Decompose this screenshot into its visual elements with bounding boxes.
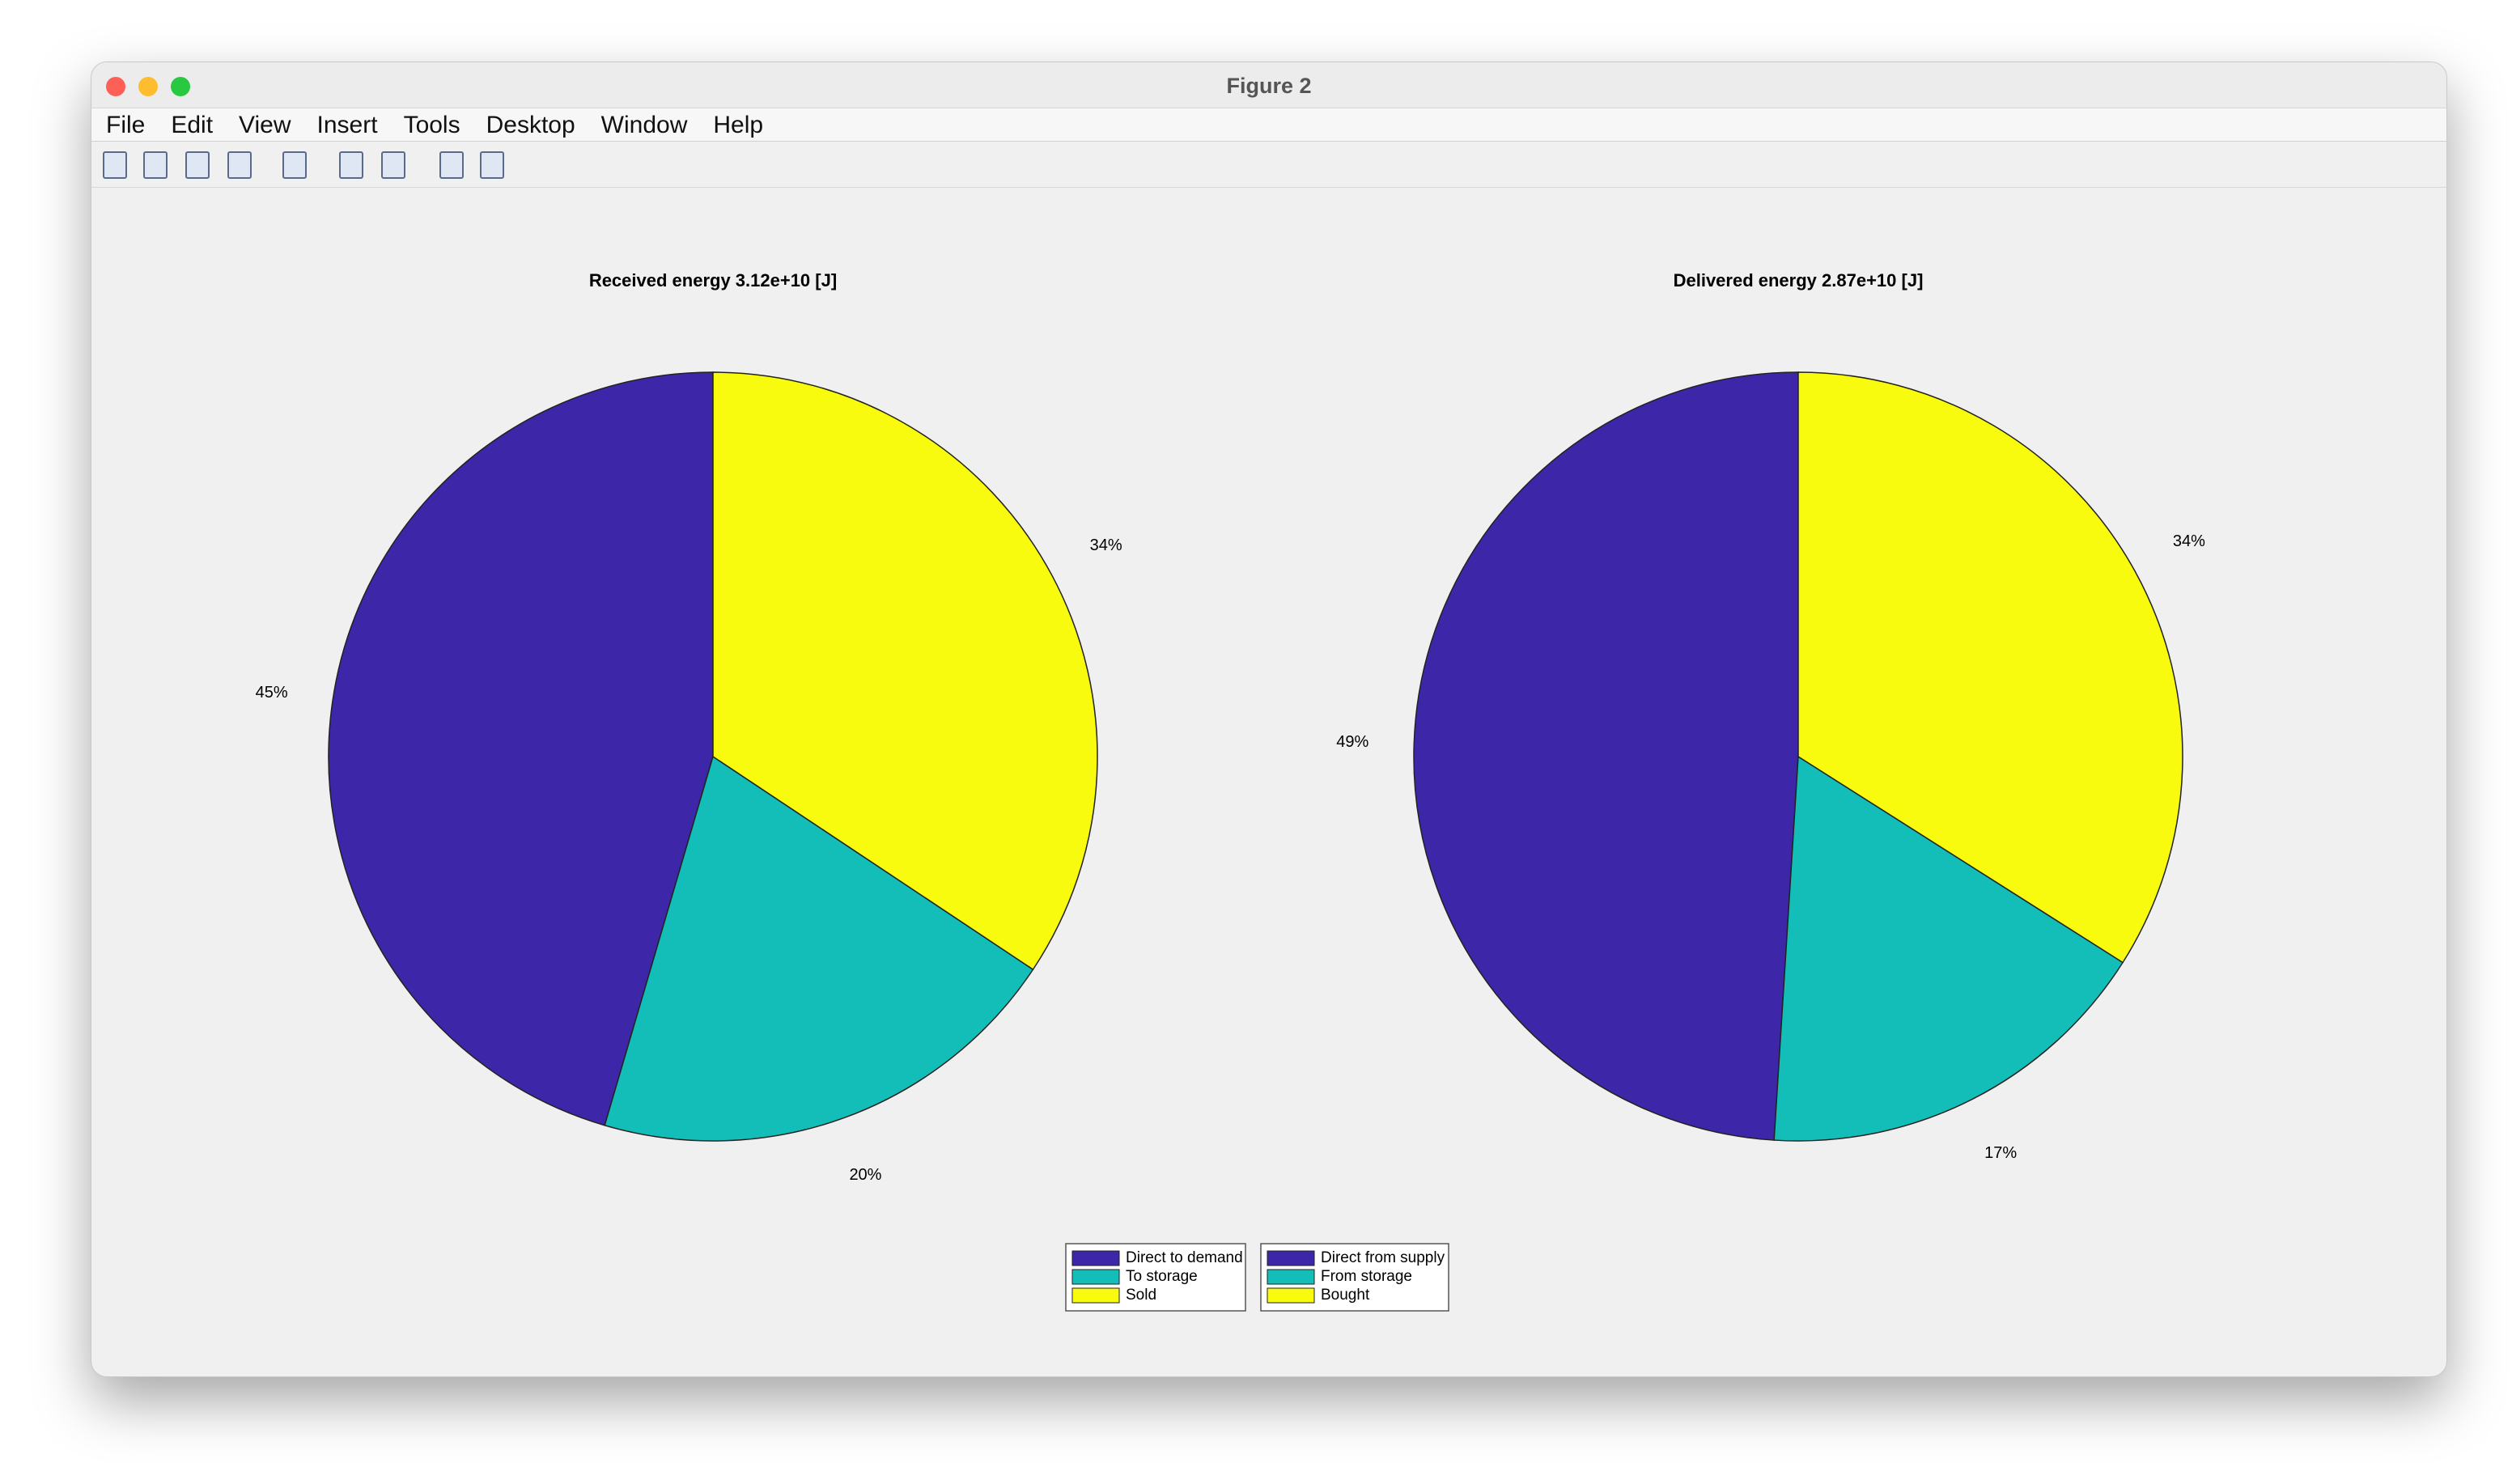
pie-slice [328, 371, 714, 1126]
open-icon[interactable] [143, 151, 168, 179]
new-icon[interactable] [103, 151, 127, 179]
menu-item[interactable]: File [106, 112, 146, 138]
close-button[interactable] [106, 77, 125, 96]
menu-bar: File Edit View Insert Tools Desktop Window Help [91, 108, 2446, 142]
pie-slice [1413, 371, 1799, 1141]
minimize-button[interactable] [138, 77, 158, 96]
slice-label: 34% [2173, 532, 2205, 550]
menu-item[interactable]: View [239, 112, 291, 138]
menu-item[interactable]: Help [713, 112, 764, 138]
pie-slice [604, 755, 1034, 1142]
chart-title: Delivered energy 2.87e+10 [J] [1674, 270, 1924, 290]
pointer-icon[interactable] [439, 151, 464, 179]
menu-item[interactable]: Window [600, 112, 688, 138]
slice-label: 20% [849, 1166, 881, 1184]
slice-label: 49% [1336, 733, 1368, 751]
toolbar [91, 142, 2446, 188]
property-icon[interactable] [480, 151, 504, 179]
legend-swatch [1267, 1269, 1315, 1285]
pie-slice [1797, 371, 2183, 964]
legend-icon[interactable] [381, 151, 405, 179]
legend-label: To storage [1126, 1268, 1198, 1285]
menu-item[interactable]: Insert [316, 112, 378, 138]
menu-item[interactable]: Tools [403, 112, 460, 138]
legend-label: From storage [1321, 1268, 1412, 1285]
legend-swatch [1267, 1250, 1315, 1266]
legend-swatch [1071, 1250, 1120, 1266]
title-bar: Figure 2 [91, 62, 2446, 108]
legend-label: Bought [1321, 1287, 1370, 1304]
legend-swatch [1071, 1287, 1120, 1304]
legend-label: Direct from supply [1321, 1249, 1445, 1266]
save-icon[interactable] [185, 151, 210, 179]
print-icon[interactable] [227, 151, 252, 179]
menu-item[interactable]: Desktop [486, 112, 575, 138]
colorbar-icon[interactable] [339, 151, 363, 179]
zoom-button[interactable] [171, 77, 190, 96]
legend-swatch [1267, 1287, 1315, 1304]
menu-item[interactable]: Edit [171, 112, 214, 138]
slice-label: 17% [1984, 1144, 2017, 1162]
chart-title: Received energy 3.12e+10 [J] [589, 270, 837, 290]
slice-label: 34% [1090, 536, 1122, 554]
legend-label: Sold [1126, 1287, 1156, 1304]
slice-label: 45% [256, 684, 288, 702]
pie-slice [1773, 755, 2124, 1142]
legend-swatch [1071, 1269, 1120, 1285]
legend-label: Direct to demand [1126, 1249, 1243, 1266]
window-title: Figure 2 [1226, 74, 1312, 98]
pie-slice [712, 371, 1098, 971]
link-icon[interactable] [282, 151, 307, 179]
